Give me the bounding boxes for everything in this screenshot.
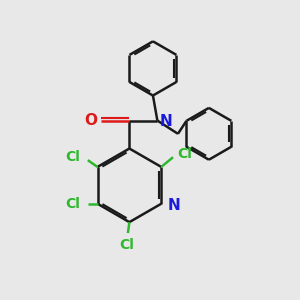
Text: N: N [160,114,172,129]
Text: Cl: Cl [119,238,134,252]
Text: N: N [168,198,181,213]
Text: Cl: Cl [65,197,80,211]
Text: Cl: Cl [65,150,80,164]
Text: Cl: Cl [178,147,192,161]
Text: O: O [84,113,97,128]
